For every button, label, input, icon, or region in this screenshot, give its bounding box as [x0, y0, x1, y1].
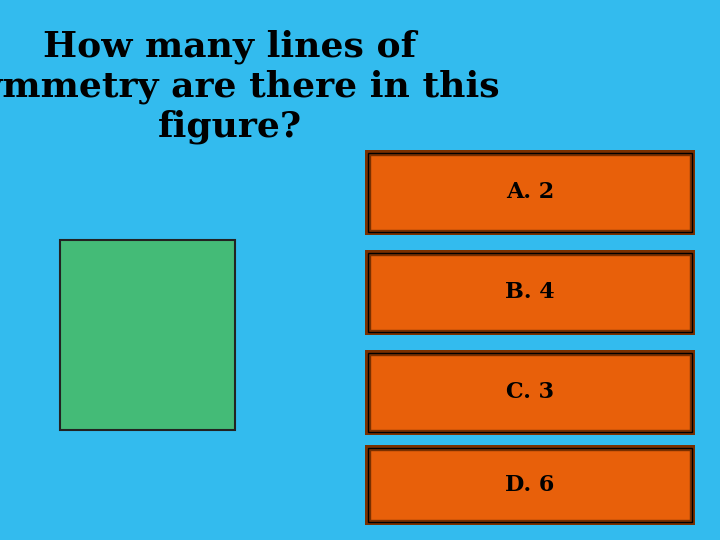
Bar	[370, 255, 690, 330]
Bar	[368, 353, 692, 432]
Bar	[60, 240, 235, 430]
Text: How many lines of
symmetry are there in this
figure?: How many lines of symmetry are there in …	[0, 30, 499, 144]
Bar	[368, 253, 692, 332]
Bar	[368, 448, 692, 522]
Text: B. 4: B. 4	[505, 281, 555, 303]
Bar	[370, 450, 690, 520]
Text: D. 6: D. 6	[505, 474, 554, 496]
Bar	[365, 350, 695, 435]
Bar	[370, 155, 690, 230]
Text: C. 3: C. 3	[506, 381, 554, 403]
Text: A. 2: A. 2	[506, 181, 554, 204]
Bar	[365, 250, 695, 335]
Bar	[365, 150, 695, 235]
Bar	[365, 445, 695, 525]
Bar	[370, 355, 690, 430]
Bar	[368, 153, 692, 232]
